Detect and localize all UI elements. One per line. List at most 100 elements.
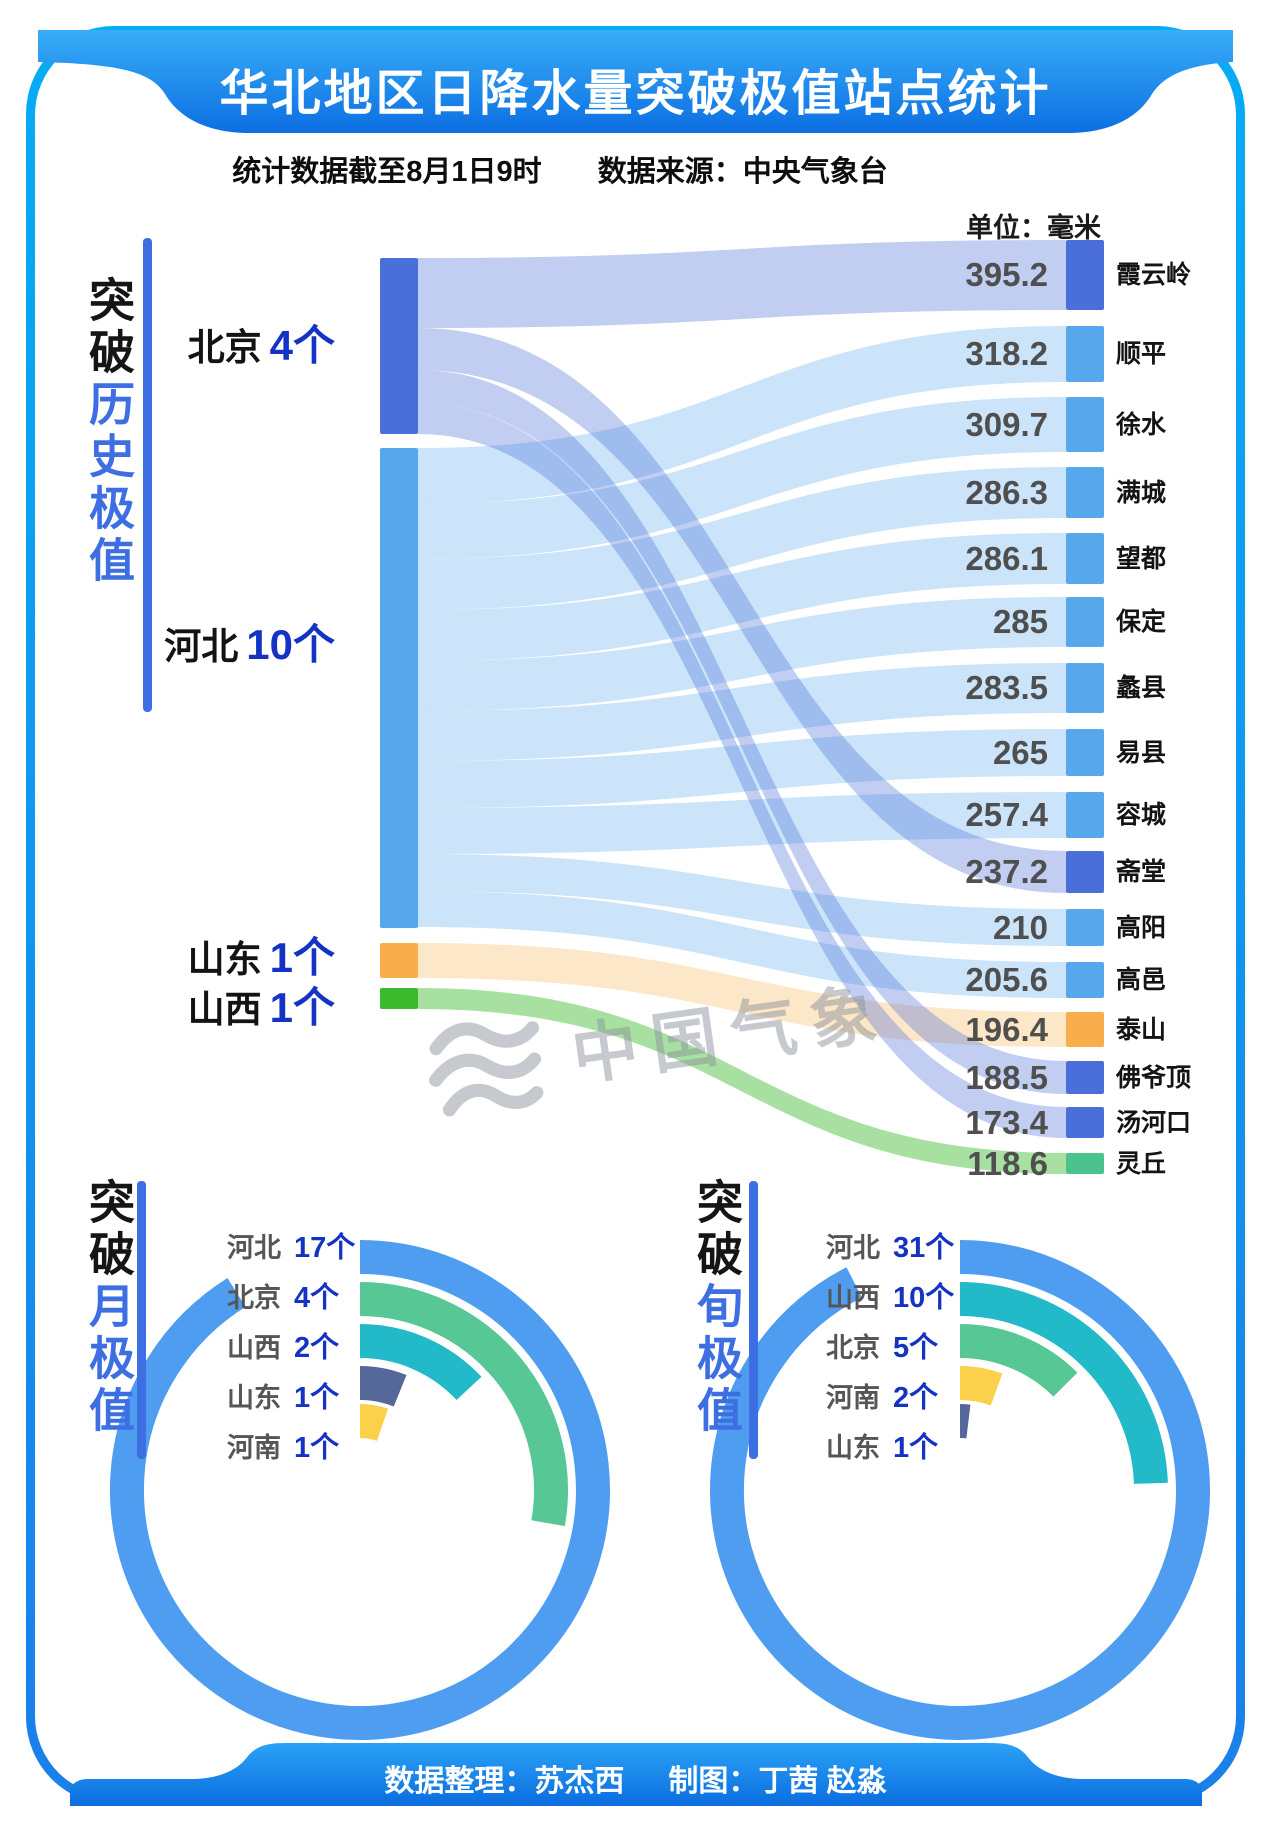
legend-name: 河南 [826, 1383, 880, 1413]
legend-count: 31个 [893, 1232, 955, 1264]
section-label-monthly-prefix: 突破 [83, 1178, 135, 1282]
sankey-station-node [1066, 326, 1104, 382]
sankey-flow [418, 943, 1066, 1047]
title-banner-ribbon [38, 30, 1233, 133]
section-rule-monthly [137, 1181, 146, 1459]
source-count: 1个 [269, 984, 335, 1031]
sankey-station-node [1066, 1107, 1104, 1138]
station-name: 满城 [1116, 479, 1167, 507]
subtitle-source: 数据来源：中央气象台 [597, 156, 888, 188]
legend-row: 河北 31个 [760, 1228, 954, 1268]
subtitle-cutoff: 统计数据截至8月1日9时 [232, 156, 542, 188]
source-label-beijing: 北京 4个 [60, 318, 335, 384]
source-label-hebei: 河北 10个 [60, 617, 335, 683]
station-value: 318.2 [965, 335, 1048, 372]
legend-row: 山西 2个 [161, 1328, 339, 1368]
section-label-history-main: 历史极值 [83, 380, 135, 588]
section-rule-history [143, 238, 152, 712]
gauge-arc [359, 1404, 389, 1442]
legend-name: 河北 [826, 1233, 880, 1263]
station-value: 286.3 [965, 474, 1048, 511]
gauge-arc [959, 1366, 1003, 1406]
sankey-flow [418, 891, 1066, 998]
credit-data: 数据整理：苏杰西 [384, 1765, 625, 1798]
source-label-shanxi: 山西 1个 [60, 980, 335, 1046]
legend-name: 北京 [227, 1283, 281, 1313]
station-name: 顺平 [1116, 340, 1167, 368]
station-name: 霞云岭 [1116, 261, 1192, 289]
legend-row: 山西 10个 [760, 1278, 954, 1318]
station-value: 188.5 [965, 1059, 1048, 1096]
sankey-station-node [1066, 597, 1104, 647]
legend-count: 2个 [294, 1332, 340, 1364]
gauge-arc [359, 1282, 568, 1527]
sankey-flow [418, 729, 1066, 808]
station-name: 高阳 [1116, 914, 1167, 942]
legend-name: 河北 [227, 1233, 281, 1263]
station-name: 泰山 [1116, 1016, 1167, 1044]
station-name: 容城 [1116, 801, 1167, 829]
station-value: 309.7 [965, 406, 1048, 443]
source-label-shandong: 山东 1个 [60, 930, 335, 996]
watermark: 中国气象 [409, 947, 897, 1132]
station-value: 283.5 [965, 669, 1048, 706]
source-name: 山西 [187, 989, 262, 1030]
sankey-flow [418, 328, 1066, 893]
sankey-source-node [380, 943, 418, 978]
source-count: 1个 [269, 934, 335, 981]
sankey-station-node [1066, 467, 1104, 518]
sankey-flow [418, 370, 1066, 1094]
station-value: 205.6 [965, 961, 1048, 998]
legend-count: 1个 [294, 1382, 340, 1414]
section-label-monthly-main: 月极值 [83, 1282, 135, 1438]
footer-banner-ribbon [70, 1743, 1202, 1806]
footer-credits: 数据整理：苏杰西 制图：丁茜 赵淼 [0, 1756, 1271, 1800]
section-label-tenday-prefix: 突破 [691, 1178, 743, 1282]
station-value: 173.4 [965, 1104, 1048, 1141]
station-name: 易县 [1116, 739, 1167, 767]
sankey-station-node [1066, 909, 1104, 946]
station-name: 高邑 [1116, 966, 1167, 994]
legend-count: 1个 [893, 1432, 939, 1464]
section-label-history: 突破历史极值 [83, 276, 135, 588]
sankey-station-node [1066, 1012, 1104, 1047]
page-title: 华北地区日降水量突破极值站点统计 [219, 67, 1052, 121]
section-label-tenday-main: 旬极值 [691, 1282, 743, 1438]
legend-count: 2个 [893, 1382, 939, 1414]
sankey-flow [418, 403, 1066, 1138]
source-name: 河北 [164, 626, 239, 667]
station-name: 蠡县 [1116, 674, 1167, 702]
sankey-station-node [1066, 663, 1104, 713]
sankey-flow [418, 240, 1066, 328]
legend-count: 17个 [294, 1232, 356, 1264]
gauge-arc [110, 1240, 610, 1740]
station-name: 保定 [1116, 608, 1167, 636]
sankey-station-node [1066, 397, 1104, 452]
sankey-station-node [1066, 962, 1104, 998]
legend-row: 山东 1个 [760, 1428, 938, 1468]
legend-name: 山西 [826, 1283, 880, 1313]
sankey-station-node [1066, 1061, 1104, 1094]
cma-wave-icon [429, 1021, 544, 1117]
sankey-flow [418, 326, 1066, 504]
unit-label: 单位：毫米 [966, 213, 1101, 243]
gauge-arc [959, 1323, 1078, 1397]
sankey-flow [418, 854, 1066, 946]
sankey-station-node [1066, 240, 1104, 310]
source-count: 10个 [246, 621, 335, 668]
station-value: 118.6 [967, 1145, 1048, 1182]
legend-row: 河北 17个 [161, 1228, 355, 1268]
gauge-arc [359, 1366, 407, 1407]
source-name: 山东 [187, 939, 262, 980]
sankey-flow [418, 467, 1066, 610]
station-value: 286.1 [965, 540, 1048, 577]
section-label-tenday: 突破旬极值 [691, 1178, 743, 1438]
legend-row: 山东 1个 [161, 1378, 339, 1418]
sankey-flow [418, 533, 1066, 661]
station-value: 285 [992, 603, 1048, 640]
station-value: 265 [992, 734, 1048, 771]
station-value: 257.4 [965, 796, 1048, 833]
sankey-source-node [380, 258, 418, 434]
subtitle: 统计数据截至8月1日9时 数据来源：中央气象台 [0, 148, 1120, 190]
